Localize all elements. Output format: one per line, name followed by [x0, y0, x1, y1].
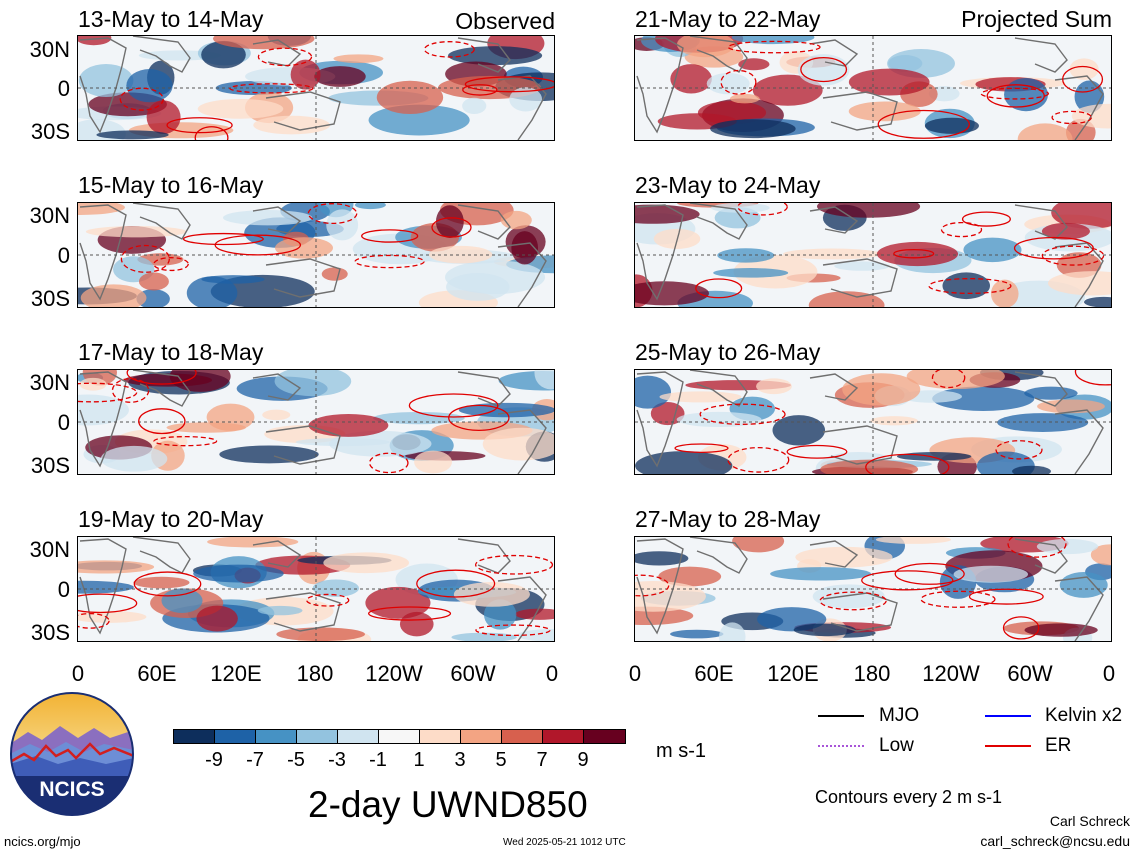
- lon-label: 60E: [137, 661, 177, 686]
- colorbar-bin: [214, 729, 256, 744]
- footer-site-link[interactable]: ncics.org/mjo: [4, 834, 81, 849]
- panel-title-3: 17-May to 18-May: [78, 339, 264, 365]
- lon-label: 60W: [450, 661, 496, 686]
- lat-label-30s: 30S: [30, 119, 70, 144]
- lon-label: 120W: [365, 661, 423, 686]
- legend-swatch-low: [818, 745, 864, 747]
- lon-label: 180: [296, 661, 334, 686]
- lon-label: 60E: [694, 661, 734, 686]
- colorbar-bin: [583, 729, 626, 744]
- panel-label-projected: Projected Sum: [961, 6, 1112, 32]
- panel-title-7: 25-May to 26-May: [635, 339, 821, 365]
- colorbar-bin: [337, 729, 379, 744]
- lat-label-30n: 30N: [29, 370, 70, 395]
- panel-title-4: 19-May to 20-May: [78, 506, 264, 532]
- main-title: 2-day UWND850: [308, 784, 588, 825]
- panel-label-observed: Observed: [455, 8, 555, 34]
- lat-label-30s: 30S: [30, 453, 70, 478]
- colorbar-label: 3: [454, 749, 466, 771]
- map-panel-8: [634, 536, 1112, 642]
- colorbar-label: -7: [246, 749, 264, 771]
- colorbar-bin: [460, 729, 502, 744]
- colorbar-label: -5: [287, 749, 305, 771]
- colorbar-bin: [542, 729, 584, 744]
- lon-label: 180: [853, 661, 891, 686]
- legend-label-low: Low: [879, 735, 914, 756]
- lon-label: 120E: [767, 661, 819, 686]
- colorbar-bin: [173, 729, 215, 744]
- colorbar-bin: [378, 729, 420, 744]
- legend-label-kelvin: Kelvin x2: [1045, 705, 1123, 726]
- map-panel-7: [634, 369, 1112, 475]
- map-panel-1: [77, 35, 555, 141]
- colorbar-label: -9: [205, 749, 223, 771]
- legend-swatch-er: [985, 745, 1031, 747]
- legend-swatch-kelvin: [985, 715, 1031, 717]
- colorbar-label: 9: [577, 749, 589, 771]
- lat-label-30s: 30S: [30, 286, 70, 311]
- footer-author: Carl Schreck: [1049, 813, 1130, 829]
- lon-label: 120W: [922, 661, 980, 686]
- lat-label-30n: 30N: [29, 537, 70, 562]
- lat-label-eq: 0: [57, 577, 70, 602]
- panel-title-5: 21-May to 22-May: [635, 6, 821, 32]
- lon-label: 0: [545, 661, 559, 686]
- lat-label-eq: 0: [57, 410, 70, 435]
- lat-label-30s: 30S: [30, 620, 70, 645]
- map-panel-6: [634, 202, 1112, 308]
- panel-title-8: 27-May to 28-May: [635, 506, 821, 532]
- panel-title-1: 13-May to 14-May: [78, 6, 264, 32]
- colorbar-bin: [255, 729, 297, 744]
- map-panel-4: [77, 536, 555, 642]
- map-panel-3: [77, 369, 555, 475]
- map-panel-2: [77, 202, 555, 308]
- lat-label-30n: 30N: [29, 203, 70, 228]
- lat-label-eq: 0: [57, 76, 70, 101]
- colorbar-bin: [501, 729, 543, 744]
- legend-label-mjo: MJO: [879, 705, 920, 726]
- lat-label-eq: 0: [57, 243, 70, 268]
- colorbar-bin: [296, 729, 338, 744]
- legend-swatch-mjo: [818, 715, 864, 717]
- footer-timestamp: Wed 2025-05-21 1012 UTC: [503, 837, 626, 848]
- legend-label-er: ER: [1045, 735, 1072, 756]
- logo-text: NCICS: [39, 778, 104, 801]
- lat-label-30n: 30N: [29, 37, 70, 62]
- contour-note: Contours every 2 m s-1: [815, 787, 1003, 807]
- lon-label: 0: [1102, 661, 1116, 686]
- lon-label: 0: [628, 661, 642, 686]
- panel-title-2: 15-May to 16-May: [78, 172, 264, 198]
- colorbar-bin: [419, 729, 461, 744]
- map-panel-5: [634, 35, 1112, 141]
- lon-label: 0: [71, 661, 85, 686]
- lon-label: 60W: [1007, 661, 1053, 686]
- ncics-logo: NCICS: [10, 692, 134, 816]
- colorbar-label: 5: [495, 749, 507, 771]
- footer-email[interactable]: carl_schreck@ncsu.edu: [980, 833, 1130, 849]
- colorbar-units: m s-1: [656, 740, 706, 762]
- panel-title-6: 23-May to 24-May: [635, 172, 821, 198]
- colorbar-label: 7: [536, 749, 548, 771]
- colorbar-label: -3: [328, 749, 346, 771]
- colorbar-label: 1: [413, 749, 425, 771]
- colorbar-label: -1: [369, 749, 387, 771]
- lon-label: 120E: [210, 661, 262, 686]
